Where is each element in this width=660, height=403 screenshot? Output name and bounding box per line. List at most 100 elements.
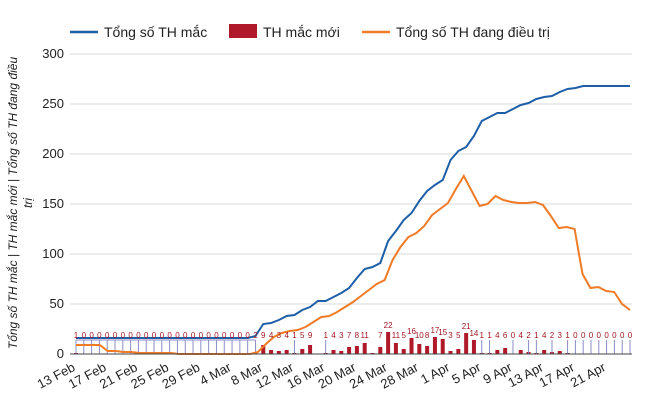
data-label-43: 16 [407,327,416,336]
bar-47 [440,339,445,354]
data-label-70: 0 [620,331,625,340]
data-label-54: 4 [495,331,500,340]
data-label-21: 0 [238,331,243,340]
data-label-63: 1 [565,331,570,340]
data-label-61: 2 [550,331,555,340]
data-label-60: 4 [542,331,547,340]
bar-51 [471,340,476,354]
x-tick-label-12: 1 Apr [418,359,452,387]
bar-50 [464,333,469,354]
y-axis-title-line1: Tổng số TH mắc | TH mắc mới | Tổng số TH… [5,57,20,350]
bar-43 [409,338,414,354]
bar-33 [331,350,336,354]
bar-55 [503,348,508,354]
bar-26 [276,351,281,354]
data-label-14: 0 [183,331,188,340]
data-label-13: 0 [175,331,180,340]
data-label-51: 14 [469,329,478,338]
data-label-64: 0 [573,331,578,340]
series-line-total [76,85,630,339]
bar-54 [495,350,500,354]
x-tick-label-17: 21 Apr [568,359,609,390]
data-label-49: 5 [456,331,461,340]
x-tick-label-13: 5 Apr [449,359,483,387]
data-label-71: 0 [628,331,633,340]
data-label-22: 0 [245,331,250,340]
bar-49 [456,349,461,354]
series-lines [76,85,631,355]
data-label-47: 15 [438,328,447,337]
bar-25 [269,350,274,354]
bar-37 [362,343,367,354]
legend-new-swatch [229,24,257,38]
data-label-42: 5 [401,331,406,340]
data-label-41: 11 [392,331,401,340]
data-label-44: 10 [415,331,424,340]
bar-45 [425,346,430,354]
data-label-9: 0 [144,331,149,340]
bar-27 [284,350,289,354]
bar-35 [347,347,352,354]
data-label-27: 4 [284,331,289,340]
bar-34 [339,351,344,354]
legend-total-label: Tổng số TH mắc [104,24,207,40]
legend-new-label: TH mắc mới [263,24,340,40]
y-axis-title: Tổng số TH mắc | TH mắc mới | Tổng số TH… [5,57,35,350]
data-label-52: 1 [480,331,485,340]
data-label-55: 6 [503,331,508,340]
data-label-57: 4 [519,331,524,340]
data-label-30: 9 [308,331,313,340]
legend-active-label: Tổng số TH đang điều trị [396,24,550,40]
data-label-45: 8 [425,331,430,340]
data-label-65: 0 [581,331,586,340]
y-tick-label-150: 150 [42,196,64,211]
data-label-11: 0 [160,331,165,340]
data-label-34: 3 [339,331,344,340]
bar-57 [518,350,523,354]
data-label-23: 2 [253,331,258,340]
legend: Tổng số TH mắc TH mắc mới Tổng số TH đan… [70,24,550,40]
data-label-67: 0 [597,331,602,340]
series-line-active [76,173,631,355]
data-label-20: 0 [230,331,235,340]
data-label-16: 0 [199,331,204,340]
data-label-56: 0 [511,331,516,340]
data-label-8: 0 [136,331,141,340]
data-label-58: 2 [526,331,531,340]
y-axis-ticks: 0 50 100 150 200 250 300 [42,46,64,361]
data-label-26: 3 [277,331,282,340]
data-label-6: 0 [121,331,126,340]
bar-48 [448,351,453,354]
data-label-24: 9 [261,331,266,340]
data-label-40: 22 [384,321,393,330]
bar-36 [354,346,359,354]
bar-42 [401,349,406,354]
data-label-10: 0 [152,331,157,340]
data-label-25: 4 [269,331,274,340]
data-label-5: 0 [113,331,118,340]
new-cases-data-labels: 1 0 0 0 0 0 0 0 0 0 0 0 0 0 0 0 0 0 0 0 0 0 0 2 9 4 3 4 1 5 9 1 4 3 7 8 11 72… [74,321,633,340]
y-tick-label-50: 50 [50,296,64,311]
data-label-28: 1 [292,331,297,340]
bar-40 [386,332,391,354]
data-label-68: 0 [604,331,609,340]
data-label-4: 0 [105,331,110,340]
y-tick-label-0: 0 [57,346,64,361]
data-label-48: 3 [448,331,453,340]
bar-39 [378,347,383,354]
data-label-35: 7 [347,331,352,340]
data-label-66: 0 [589,331,594,340]
data-label-12: 0 [167,331,172,340]
y-axis-title-line2: trị [21,198,35,208]
data-label-36: 8 [355,331,360,340]
new-cases-label-stems [75,339,631,354]
bar-24 [261,345,266,354]
data-label-0: 1 [74,331,79,340]
data-label-46: 17 [430,326,439,335]
data-label-59: 1 [534,331,539,340]
y-tick-label-250: 250 [42,96,64,111]
y-tick-label-100: 100 [42,246,64,261]
data-label-15: 0 [191,331,196,340]
